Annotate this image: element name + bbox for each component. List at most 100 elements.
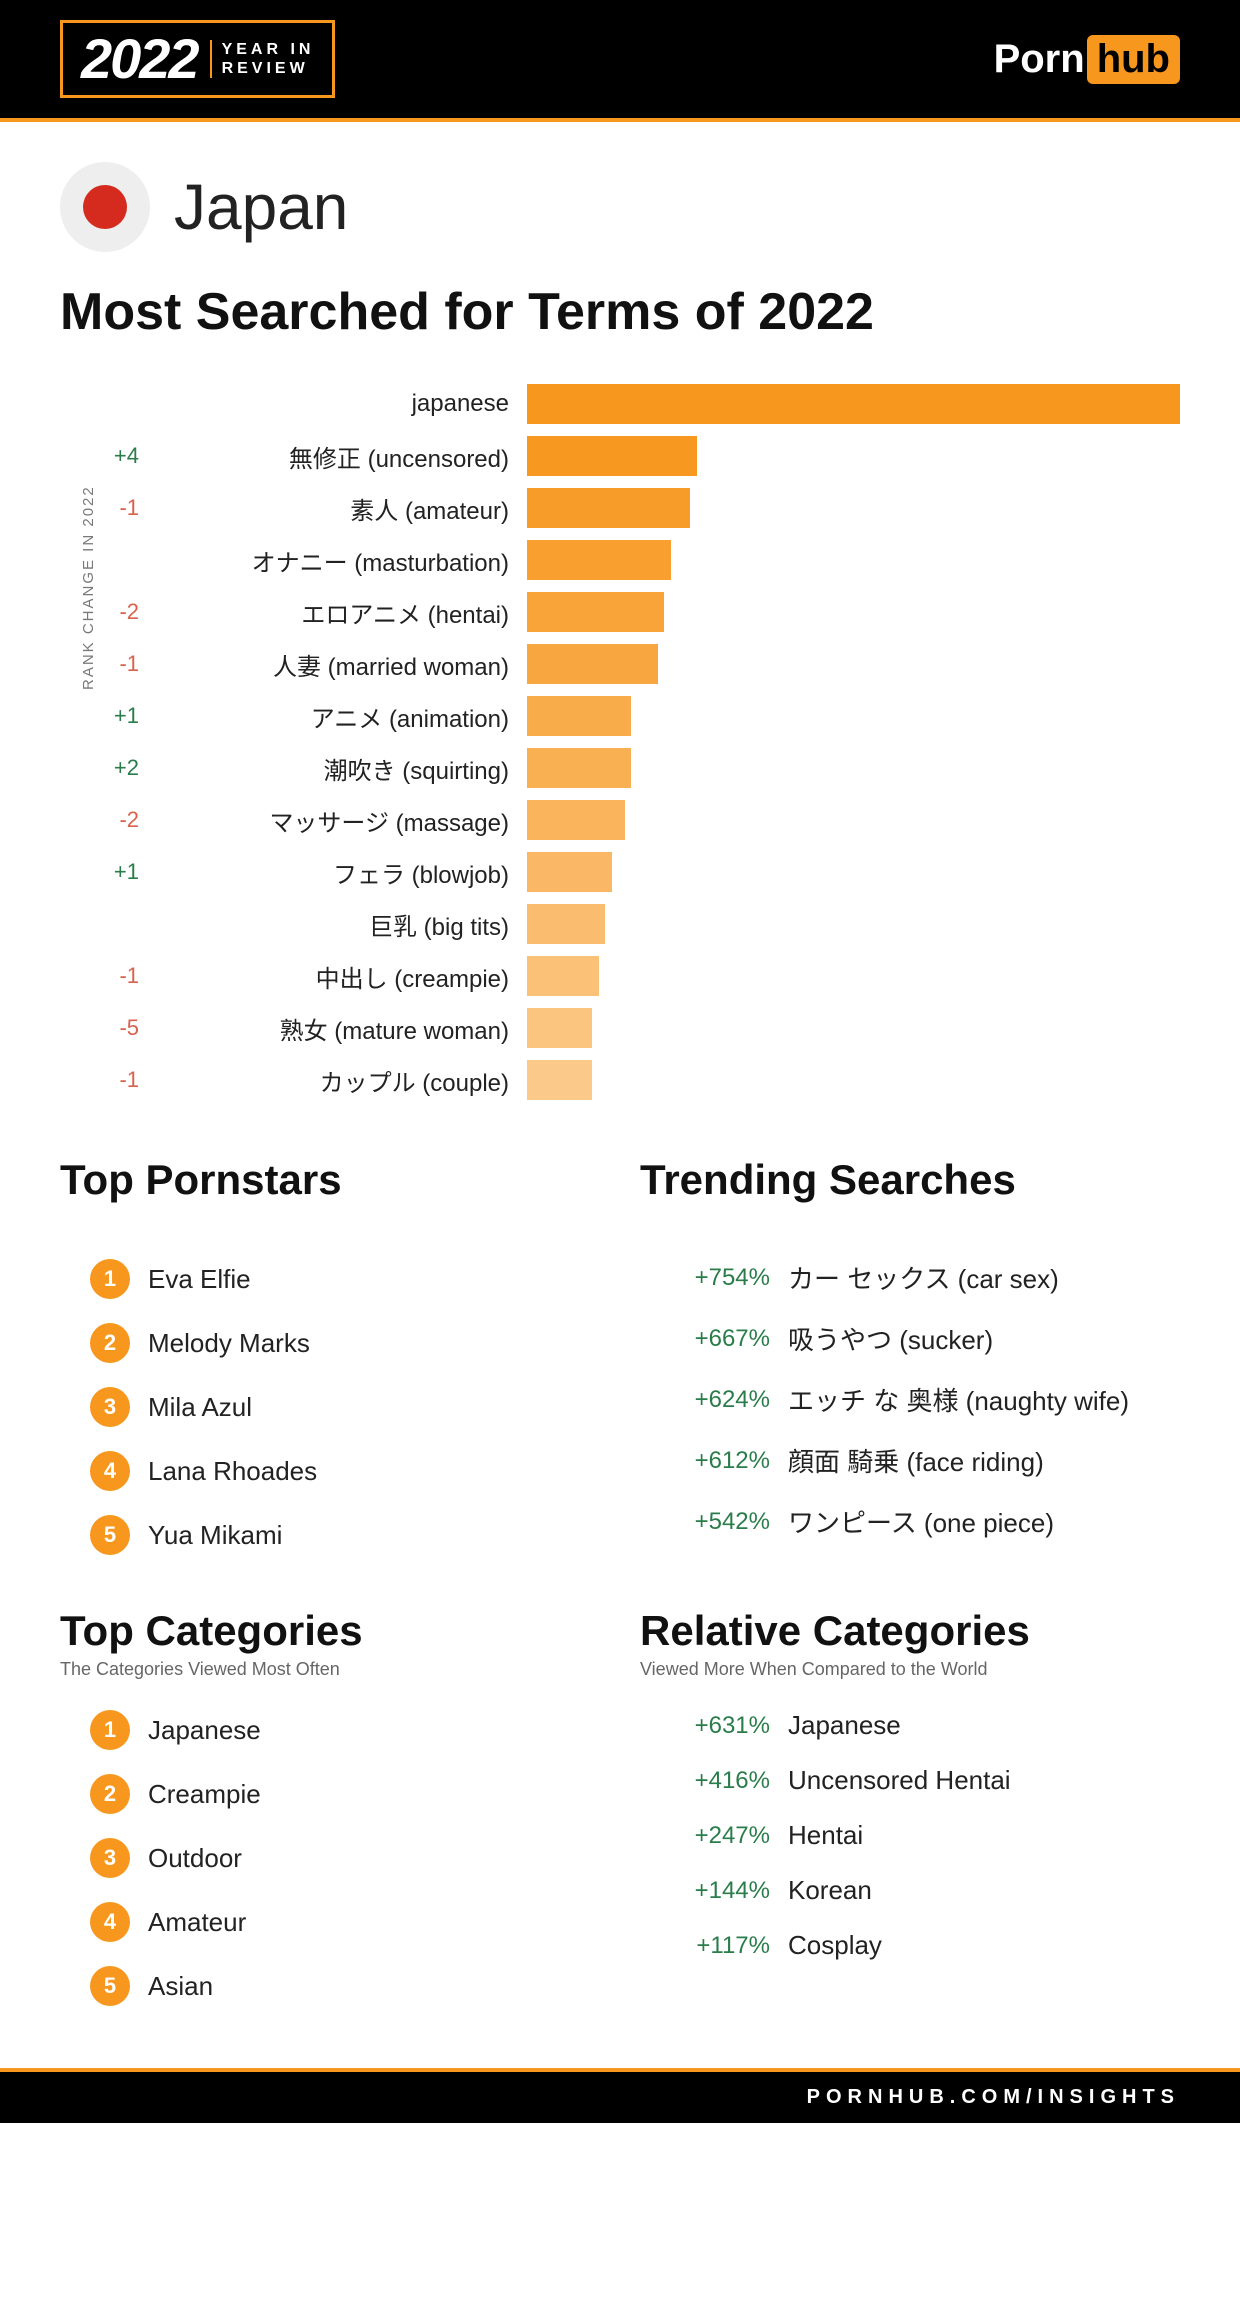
rank-badge: 5 — [90, 1515, 130, 1555]
sections-grid: Top Pornstars 1 Eva Elfie 2 Melody Marks 3 Mi… — [60, 1156, 1180, 2018]
footer-bar: PORNHUB.COM/INSIGHTS — [0, 2068, 1240, 2123]
brand-part2: hub — [1087, 35, 1180, 84]
percent-change: +144% — [640, 1877, 770, 1905]
bar — [527, 540, 671, 580]
section-title: Top Pornstars — [60, 1156, 600, 1204]
rank-badge: 1 — [90, 1710, 130, 1750]
term-label: オナニー (masturbation) — [147, 543, 527, 578]
list-item-label: Amateur — [148, 1907, 246, 1938]
list-item-label: エッチ な 奥様 (naughty wife) — [788, 1381, 1129, 1418]
bar — [527, 592, 664, 632]
rank-change: -5 — [97, 1015, 147, 1041]
bar-row: -1中出し (creampie) — [97, 950, 1180, 1002]
rank-change: -1 — [97, 651, 147, 677]
rank-badge: 3 — [90, 1387, 130, 1427]
list-item-label: Melody Marks — [148, 1328, 310, 1359]
header-bar: 2022 YEAR IN REVIEW Porn hub — [0, 0, 1240, 122]
bar — [527, 1008, 592, 1048]
list-item: +631% Japanese — [640, 1698, 1180, 1753]
percent-change: +631% — [640, 1712, 770, 1740]
section-title: Top Categories — [60, 1607, 600, 1655]
bar-row: -1人妻 (married woman) — [97, 638, 1180, 690]
term-label: フェラ (blowjob) — [147, 855, 527, 890]
term-label: アニメ (animation) — [147, 699, 527, 734]
list-item: 4 Amateur — [90, 1890, 600, 1954]
list-item: 3 Mila Azul — [90, 1375, 600, 1439]
brand-part1: Porn — [994, 37, 1085, 82]
bar — [527, 748, 631, 788]
rank-badge: 2 — [90, 1774, 130, 1814]
list-item-label: Eva Elfie — [148, 1264, 251, 1295]
list-item-label: Lana Rhoades — [148, 1456, 317, 1487]
rank-badge: 1 — [90, 1259, 130, 1299]
list-item: +754%カー セックス (car sex) — [640, 1247, 1180, 1308]
list-item: 2Creampie — [90, 1762, 600, 1826]
list-item-label: Japanese — [148, 1715, 261, 1746]
year-sub: YEAR IN REVIEW — [210, 40, 315, 78]
country-header: Japan — [60, 162, 1180, 252]
term-label: 巨乳 (big tits) — [147, 907, 527, 942]
percent-change: +667% — [640, 1325, 770, 1353]
list-item: 5Asian — [90, 1954, 600, 2018]
list-item: 5Yua Mikami — [90, 1503, 600, 1567]
percent-change: +754% — [640, 1264, 770, 1292]
main-title: Most Searched for Terms of 2022 — [60, 282, 1180, 342]
year-in-review-logo: 2022 YEAR IN REVIEW — [60, 20, 335, 98]
bar — [527, 800, 625, 840]
rank-change: -2 — [97, 807, 147, 833]
term-label: 熟女 (mature woman) — [147, 1011, 527, 1046]
rank-change: +1 — [97, 703, 147, 729]
list-item: +247%Hentai — [640, 1808, 1180, 1863]
bar — [527, 384, 1180, 424]
rank-badge: 4 — [90, 1902, 130, 1942]
bar-row: -1カップル (couple) — [97, 1054, 1180, 1106]
flag-dot — [83, 185, 127, 229]
term-label: 無修正 (uncensored) — [147, 439, 527, 474]
rank-change: +1 — [97, 859, 147, 885]
bar-row: -1素人 (amateur) — [97, 482, 1180, 534]
term-label: japanese — [147, 390, 527, 418]
list-item-label: Mila Azul — [148, 1392, 252, 1423]
search-terms-bar-chart: RANK CHANGE IN 2022 japanese+4無修正 (uncen… — [60, 378, 1180, 1106]
rank-change: +4 — [97, 443, 147, 469]
bar-row: +1フェラ (blowjob) — [97, 846, 1180, 898]
bar-rows-container: japanese+4無修正 (uncensored)-1素人 (amateur)… — [97, 378, 1180, 1106]
rank-change: -2 — [97, 599, 147, 625]
trending-searches-section: Trending Searches +754%カー セックス (car sex)… — [640, 1156, 1180, 1567]
relative-categories-section: Relative Categories Viewed More When Com… — [640, 1607, 1180, 2018]
section-title: Trending Searches — [640, 1156, 1180, 1204]
list-item: +416%Uncensored Hentai — [640, 1753, 1180, 1808]
term-label: 素人 (amateur) — [147, 491, 527, 526]
rank-badge: 5 — [90, 1966, 130, 2006]
list-item-label: Japanese — [788, 1710, 901, 1741]
term-label: 人妻 (married woman) — [147, 647, 527, 682]
list-item: +624%エッチ な 奥様 (naughty wife) — [640, 1369, 1180, 1430]
bar — [527, 696, 631, 736]
top-categories-section: Top Categories The Categories Viewed Mos… — [60, 1607, 600, 2018]
section-title: Relative Categories — [640, 1607, 1180, 1655]
top-pornstars-section: Top Pornstars 1 Eva Elfie 2 Melody Marks 3 Mi… — [60, 1156, 600, 1567]
list-item-label: Hentai — [788, 1820, 863, 1851]
country-name: Japan — [174, 170, 348, 244]
rank-change: +2 — [97, 755, 147, 781]
rank-badge: 2 — [90, 1323, 130, 1363]
rank-badge: 4 — [90, 1451, 130, 1491]
list-item: 4 Lana Rhoades — [90, 1439, 600, 1503]
bar — [527, 436, 697, 476]
brand-logo: Porn hub — [994, 35, 1180, 84]
percent-change: +117% — [640, 1932, 770, 1960]
list-item-label: ワンピース (one piece) — [788, 1503, 1054, 1540]
top-pornstars-list: 1 Eva Elfie 2 Melody Marks 3 Mila Azul 4 Lana R… — [60, 1247, 600, 1567]
percent-change: +542% — [640, 1508, 770, 1536]
term-label: 中出し (creampie) — [147, 959, 527, 994]
list-item-label: Korean — [788, 1875, 872, 1906]
bar — [527, 852, 612, 892]
list-item: 2 Melody Marks — [90, 1311, 600, 1375]
term-label: エロアニメ (hentai) — [147, 595, 527, 630]
list-item: +542% ワンピース (one piece) — [640, 1491, 1180, 1552]
rank-change: -1 — [97, 963, 147, 989]
section-subtitle: The Categories Viewed Most Often — [60, 1659, 600, 1680]
list-item: +612%顔面 騎乗 (face riding) — [640, 1430, 1180, 1491]
list-item: 1 Japanese — [90, 1698, 600, 1762]
term-label: カップル (couple) — [147, 1063, 527, 1098]
